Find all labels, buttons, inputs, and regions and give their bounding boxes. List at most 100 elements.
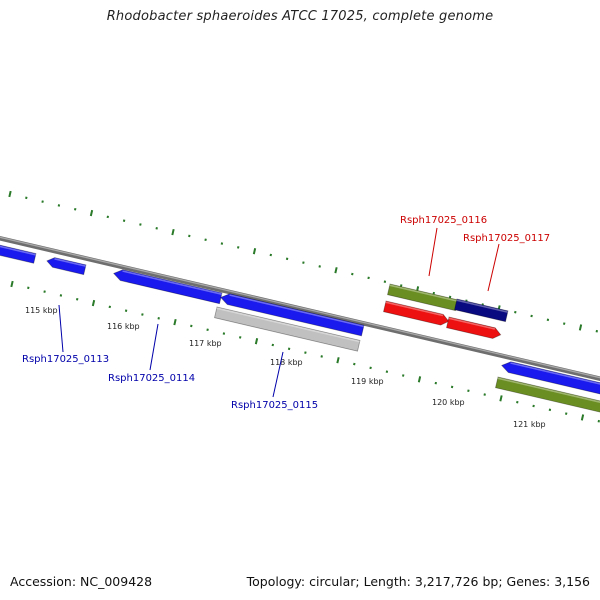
- gene-labels: Rsph17025_0113 Rsph17025_0114 Rsph17025_…: [22, 215, 550, 411]
- lower-tick-major: [91, 299, 96, 307]
- lower-tick-minor: [532, 404, 535, 408]
- gene-arrow-left-2[interactable]: [46, 257, 87, 276]
- upper-tick-minor: [399, 284, 403, 287]
- gene-track: [0, 244, 600, 414]
- lower-tick-minor: [320, 355, 323, 358]
- upper-tick-minor: [269, 253, 273, 257]
- lower-tick-minor: [108, 305, 112, 309]
- upper-tick-minor: [432, 291, 436, 295]
- upper-tick-major: [89, 209, 94, 217]
- upper-tick-minor: [318, 265, 321, 268]
- accession-text: Accession: NC_009428: [10, 574, 153, 589]
- upper-tick-minor: [546, 318, 550, 322]
- lower-tick-minor: [369, 366, 372, 370]
- gene-rsph17025-0115-a[interactable]: [220, 293, 365, 337]
- gene-rna-right-end[interactable]: [495, 376, 600, 414]
- upper-tick-track: [8, 190, 599, 333]
- upper-tick-minor: [25, 196, 28, 200]
- genome-backbone: [0, 236, 600, 381]
- upper-tick-minor: [351, 272, 354, 276]
- upper-tick-major: [171, 228, 175, 236]
- upper-tick-major: [334, 267, 338, 274]
- upper-tick-major: [8, 190, 12, 198]
- lower-tick-minor: [287, 347, 291, 351]
- upper-tick-minor: [155, 227, 158, 230]
- tick-label-115: 115 kbp: [25, 306, 58, 315]
- gene-arrow-left-2-highlight: [54, 258, 86, 267]
- gene-rsph17025-0115-pseudo[interactable]: [214, 306, 361, 352]
- lower-tick-track: [10, 280, 600, 423]
- lower-tick-major: [499, 395, 503, 402]
- map-title: Rhodobacter sphaeroides ATCC 17025, comp…: [106, 9, 494, 24]
- upper-tick-minor: [73, 207, 77, 211]
- upper-tick-minor: [514, 310, 517, 314]
- lower-tick-minor: [271, 343, 275, 347]
- tick-label-120: 120 kbp: [432, 398, 465, 407]
- gene-rsph17025-0114[interactable]: [113, 269, 223, 305]
- lower-tick-minor: [401, 374, 405, 377]
- lower-tick-major: [580, 414, 585, 421]
- upper-tick-minor: [57, 204, 61, 207]
- gene-rsph17025-0115-pseudo-highlight: [216, 307, 360, 343]
- lower-tick-minor: [548, 408, 552, 412]
- lower-tick-minor: [483, 393, 486, 396]
- gene-arrow-right-end[interactable]: [501, 361, 600, 396]
- upper-tick-minor: [122, 219, 126, 222]
- upper-tick-minor: [204, 238, 207, 242]
- upper-tick-minor: [188, 234, 191, 238]
- lower-tick-minor: [124, 309, 128, 312]
- lower-tick-minor: [43, 290, 46, 293]
- tick-label-117: 117 kbp: [189, 339, 222, 348]
- gene-red-2-highlight: [448, 317, 496, 330]
- lower-tick-minor: [206, 328, 209, 332]
- gene-label-rsph17025-0116[interactable]: Rsph17025_0116: [400, 215, 487, 226]
- upper-tick-minor: [139, 223, 142, 226]
- lower-tick-minor: [385, 370, 389, 373]
- lower-tick-minor: [75, 297, 79, 301]
- tick-label-119: 119 kbp: [351, 377, 384, 386]
- upper-tick-major: [252, 248, 257, 255]
- gene-label-rsph17025-0113[interactable]: Rsph17025_0113: [22, 354, 109, 365]
- upper-tick-minor: [562, 322, 566, 325]
- gene-rsph17025-0115-a-highlight: [229, 294, 364, 328]
- upper-tick-major: [578, 324, 583, 331]
- gene-rsph17025-0117[interactable]: [454, 298, 509, 323]
- gene-label-rsph17025-0114[interactable]: Rsph17025_0114: [108, 373, 195, 384]
- tick-label-121: 121 kbp: [513, 420, 546, 429]
- gene-arrow-left-1[interactable]: [0, 244, 37, 264]
- upper-tick-minor: [530, 314, 533, 318]
- lower-tick-major: [173, 318, 177, 326]
- lower-tick-minor: [190, 324, 193, 328]
- tick-labels: 115 kbp 116 kbp 117 kbp 118 kbp 119 kbp …: [25, 306, 546, 429]
- tick-label-118: 118 kbp: [270, 358, 303, 367]
- gene-rna-right-end-highlight: [497, 377, 600, 403]
- lower-tick-minor: [238, 336, 242, 339]
- lower-tick-minor: [353, 362, 356, 366]
- gene-rsph17025-0116-rna-highlight: [389, 284, 458, 302]
- lower-tick-major: [336, 357, 340, 364]
- lower-tick-minor: [516, 400, 519, 404]
- gene-label-rsph17025-0115[interactable]: Rsph17025_0115: [231, 400, 318, 411]
- upper-tick-minor: [367, 276, 370, 280]
- gene-red-1-highlight: [385, 301, 444, 317]
- upper-tick-minor: [383, 280, 387, 283]
- lower-tick-major: [254, 338, 259, 345]
- gene-red-1[interactable]: [383, 300, 450, 326]
- gene-label-leaders: [58, 227, 500, 398]
- gene-arrow-left-1-highlight: [0, 245, 36, 256]
- lower-tick-minor: [564, 412, 568, 415]
- gene-red-2[interactable]: [446, 316, 502, 339]
- upper-tick-minor: [595, 329, 599, 333]
- lower-tick-major: [417, 376, 422, 383]
- lower-tick-minor: [141, 313, 144, 316]
- lower-tick-minor: [222, 332, 226, 335]
- lower-tick-minor: [434, 381, 438, 385]
- gene-rsph17025-0116-rna[interactable]: [387, 283, 459, 312]
- gene-arrow-right-end-highlight: [510, 362, 600, 385]
- upper-tick-minor: [41, 200, 44, 203]
- gene-label-rsph17025-0117[interactable]: Rsph17025_0117: [463, 233, 550, 244]
- lower-tick-minor: [450, 385, 454, 389]
- topology-text: Topology: circular; Length: 3,217,726 bp…: [246, 574, 590, 589]
